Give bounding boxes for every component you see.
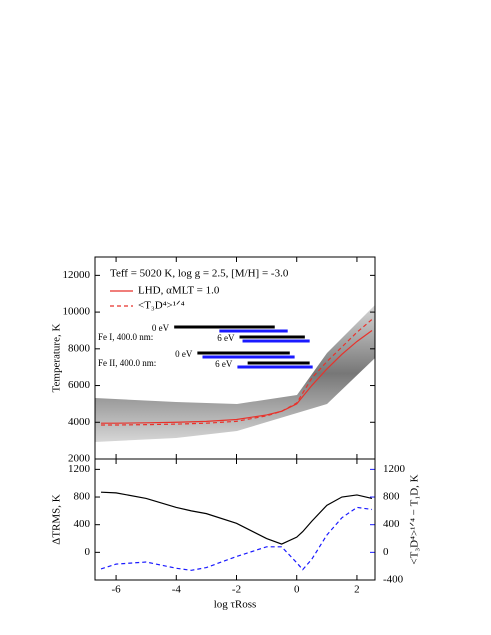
y-axis-label: Temperature, K bbox=[51, 324, 63, 393]
x-axis-label: log τRoss bbox=[214, 599, 257, 611]
density-cloud bbox=[95, 305, 375, 442]
y-tick-label: 8000 bbox=[68, 342, 91, 354]
legend-label: <T₃D⁴>¹ᐟ⁴ bbox=[138, 300, 185, 312]
level-label: 6 eV bbox=[217, 333, 235, 343]
y-tick-label: 6000 bbox=[68, 379, 91, 391]
series-line bbox=[100, 491, 373, 545]
series-line bbox=[101, 329, 373, 424]
y-tick-label: 2000 bbox=[68, 453, 91, 465]
y-tick-label: 0 bbox=[85, 546, 91, 558]
series-line bbox=[101, 318, 373, 426]
line-label: Fe II, 400.0 nm: bbox=[98, 358, 156, 368]
line-label: Fe I, 400.0 nm: bbox=[98, 332, 153, 342]
y2-axis-label: <T₃D⁴>¹ᐟ⁴ − T₁D, K bbox=[409, 474, 421, 564]
level-label: 0 eV bbox=[175, 349, 193, 359]
y-tick-label: 12000 bbox=[63, 269, 91, 281]
x-tick-label: -2 bbox=[232, 584, 241, 596]
y2-tick-label: -400 bbox=[383, 574, 404, 586]
series-line bbox=[100, 506, 373, 571]
x-tick-label: -6 bbox=[111, 584, 121, 596]
y2-tick-label: 0 bbox=[383, 546, 389, 558]
y2-tick-label: 800 bbox=[383, 491, 400, 503]
level-label: 0 eV bbox=[152, 323, 170, 333]
y-axis-label: ΔTRMS, K bbox=[51, 494, 63, 545]
x-tick-label: -4 bbox=[172, 584, 182, 596]
y2-tick-label: 1200 bbox=[383, 463, 406, 475]
y-tick-label: 4000 bbox=[68, 416, 91, 428]
y2-tick-label: 400 bbox=[383, 518, 400, 530]
y-tick-label: 1200 bbox=[68, 463, 91, 475]
y-tick-label: 10000 bbox=[63, 306, 91, 318]
x-tick-label: 2 bbox=[354, 584, 360, 596]
legend-label: LHD, αMLT = 1.0 bbox=[138, 285, 220, 297]
y-tick-label: 800 bbox=[74, 491, 91, 503]
y-tick-label: 400 bbox=[74, 518, 91, 530]
x-tick-label: 0 bbox=[294, 584, 300, 596]
plot-frame bbox=[94, 458, 376, 581]
annotation: Teff = 5020 K, log g = 2.5, [M/H] = -3.0 bbox=[110, 268, 289, 280]
level-label: 6 eV bbox=[215, 359, 233, 369]
